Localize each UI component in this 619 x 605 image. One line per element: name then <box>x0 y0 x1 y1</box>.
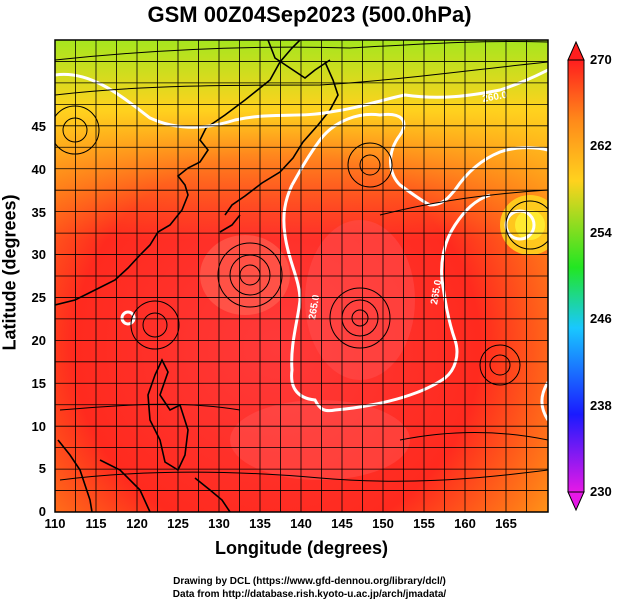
x-tick-label: 125 <box>167 516 189 531</box>
x-tick-label: 140 <box>290 516 312 531</box>
x-tick-label: 155 <box>413 516 435 531</box>
x-tick-label: 120 <box>126 516 148 531</box>
y-axis-title: Latitude (degrees) <box>0 194 20 351</box>
x-tick-label: 145 <box>331 516 353 531</box>
x-tick-label: 135 <box>249 516 271 531</box>
contour-label: 265.0 <box>429 279 444 306</box>
x-tick-label: 165 <box>495 516 517 531</box>
map-title: GSM 00Z04Sep2023 (500.0hPa) <box>147 2 472 27</box>
contour-label: 265.0 <box>307 294 322 321</box>
y-tick-label: 30 <box>31 247 46 262</box>
y-tick-label: 5 <box>38 461 46 476</box>
plot-frame <box>54 39 549 513</box>
colorbar-tick-label: 270 <box>590 52 612 67</box>
contour-label: 260.0 <box>482 90 509 105</box>
credit-data: Data from http://database.rish.kyoto-u.a… <box>172 589 447 600</box>
x-tick-label: 110 <box>44 516 66 531</box>
y-tick-label: 15 <box>31 376 46 391</box>
x-tick-label: 130 <box>208 516 230 531</box>
x-axis-title: Longitude (degrees) <box>214 538 388 558</box>
x-tick-label: 115 <box>85 516 107 531</box>
y-tick-label: 20 <box>31 333 46 348</box>
colorbar-tick-label: 254 <box>590 225 612 240</box>
colorbar-tick-label: 262 <box>590 138 612 153</box>
coastline <box>55 40 339 512</box>
x-tick-label: 150 <box>372 516 394 531</box>
colorbar-tick-label: 246 <box>590 311 612 326</box>
x-tick-label: 160 <box>454 516 476 531</box>
y-tick-label: 40 <box>31 162 46 177</box>
colorbar <box>567 40 585 512</box>
y-tick-label: 45 <box>31 119 46 134</box>
map-grid <box>55 40 548 512</box>
y-tick-label: 0 <box>38 504 46 519</box>
credit-drawing: Drawing by DCL (https://www.gfd-dennou.o… <box>173 576 446 587</box>
y-tick-label: 25 <box>31 290 46 305</box>
colorbar-tick-label: 230 <box>590 484 612 499</box>
y-tick-label: 10 <box>31 419 46 434</box>
colorbar-tick-label: 238 <box>590 398 612 413</box>
contour-labels: 260.0 265.0 265.0 <box>307 90 508 321</box>
y-tick-label: 35 <box>31 205 46 220</box>
